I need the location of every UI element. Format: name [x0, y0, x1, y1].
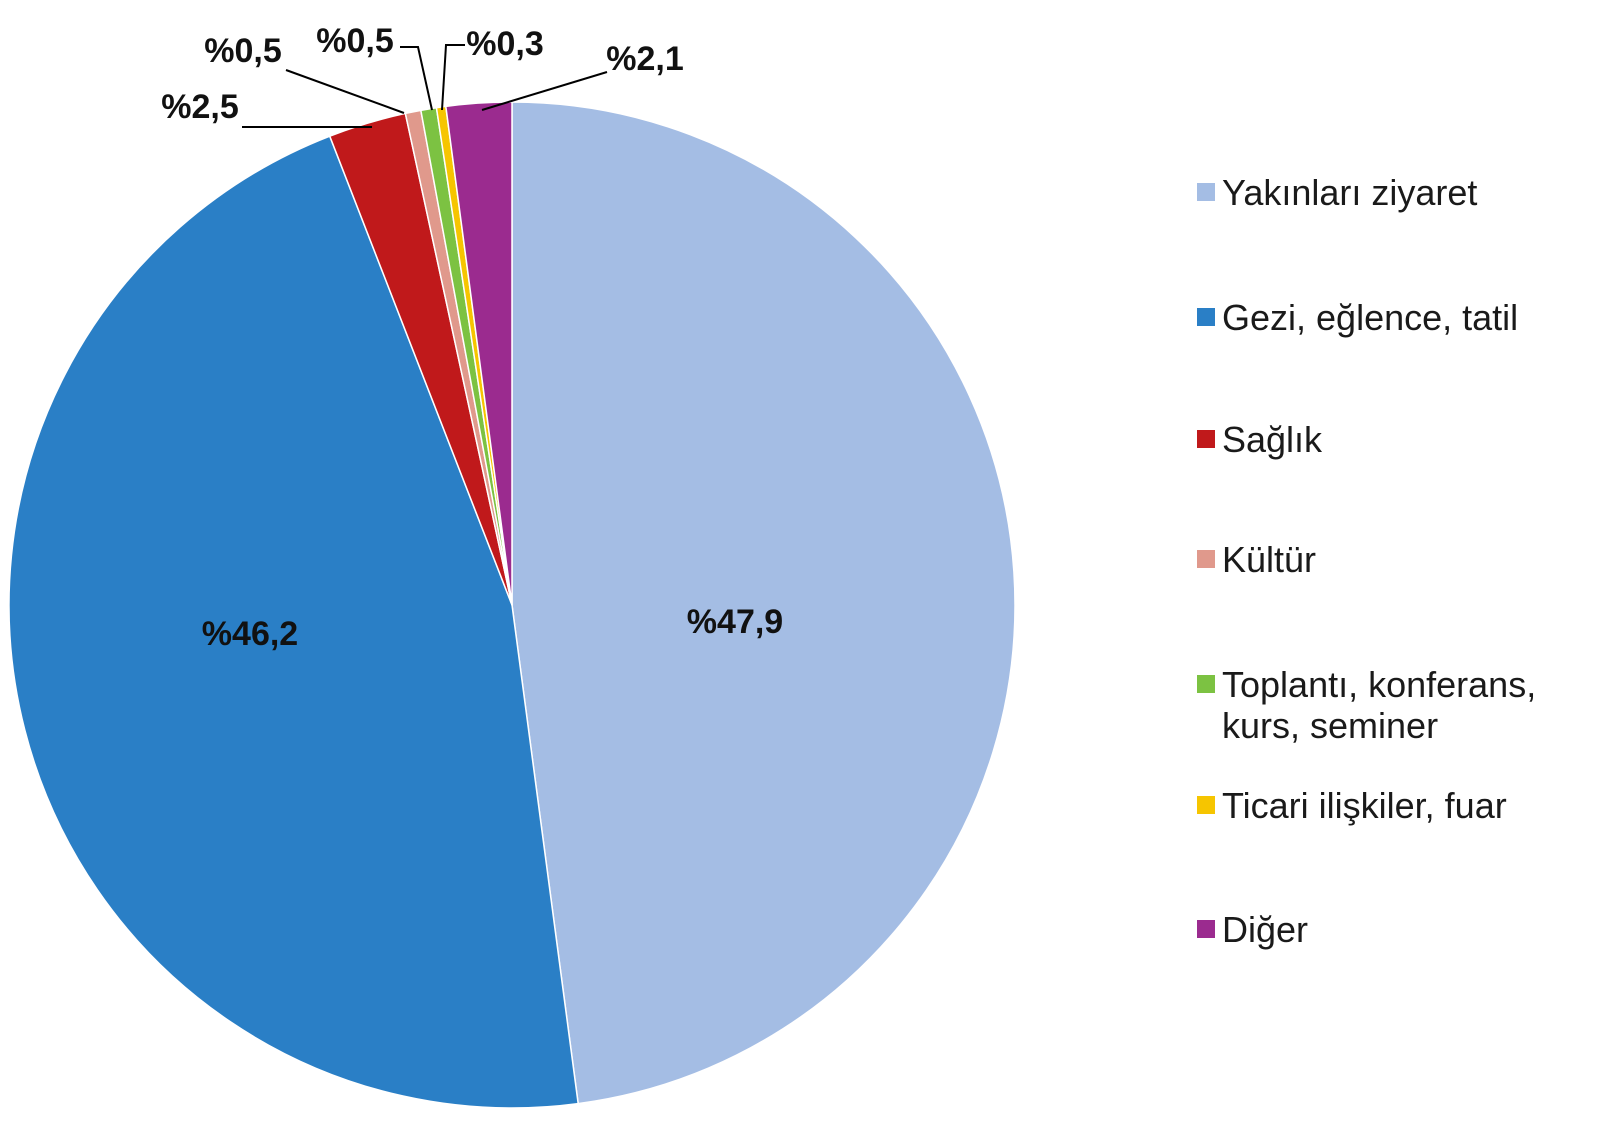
- legend-label-line: Yakınları ziyaret: [1222, 172, 1477, 213]
- legend-label-line: Toplantı, konferans,: [1222, 664, 1536, 705]
- legend-label-line: Diğer: [1222, 909, 1308, 950]
- legend-swatch-saglik: [1197, 430, 1215, 448]
- leader-line-ticari-iliskiler-fuar: [441, 44, 465, 111]
- data-label-saglik: %2,5: [161, 88, 239, 126]
- pie-slices: [8, 101, 1016, 1109]
- legend-label-kultur: Kültür: [1222, 539, 1316, 580]
- legend-swatch-gezi-eglence-tatil: [1197, 308, 1215, 326]
- legend-swatch-kultur: [1197, 550, 1215, 568]
- pie-slice-yakinlari-ziyaret: [511, 101, 1016, 1105]
- legend-label-diger: Diğer: [1222, 909, 1308, 950]
- data-label-gezi-eglence-tatil: %46,2: [202, 615, 298, 653]
- legend-swatch-toplanti-konferans-kurs-seminer: [1197, 675, 1215, 693]
- data-label-kultur: %0,5: [204, 32, 282, 70]
- legend-label-line: Sağlık: [1222, 419, 1323, 460]
- leader-line-kultur: [285, 69, 405, 114]
- leader-lines: [242, 44, 608, 128]
- data-label-toplanti-konferans-kurs-seminer: %0,5: [316, 22, 394, 60]
- legend-label-line: Kültür: [1222, 539, 1316, 580]
- legend-label-line: kurs, seminer: [1222, 705, 1438, 746]
- legend-label-saglik: Sağlık: [1222, 419, 1323, 460]
- legend-swatch-yakinlari-ziyaret: [1197, 183, 1215, 201]
- pie-slice-gezi-eglence-tatil: [8, 135, 580, 1109]
- legend: Yakınları ziyaret Gezi, eğlence, tatil Sağ…: [1197, 172, 1536, 950]
- legend-swatch-diger: [1197, 920, 1215, 938]
- data-label-yakinlari-ziyaret: %47,9: [687, 603, 783, 641]
- pie-slice-diger: [444, 101, 513, 606]
- slice-labels: %47,9 %46,2 %2,5 %0,5 %0,5 %0,3 %2,1: [161, 22, 783, 653]
- leader-line-toplanti-konferans-kurs-seminer: [400, 46, 433, 111]
- legend-label-line: Ticari ilişkiler, fuar: [1222, 785, 1507, 826]
- legend-label-toplanti-konferans-kurs-seminer: Toplantı, konferans, kurs, seminer: [1222, 664, 1536, 746]
- legend-swatch-ticari-iliskiler-fuar: [1197, 796, 1215, 814]
- legend-label-line: Gezi, eğlence, tatil: [1222, 297, 1518, 338]
- legend-label-yakinlari-ziyaret: Yakınları ziyaret: [1222, 172, 1477, 213]
- legend-label-gezi-eglence-tatil: Gezi, eğlence, tatil: [1222, 297, 1518, 338]
- data-label-diger: %2,1: [606, 40, 684, 78]
- legend-label-ticari-iliskiler-fuar: Ticari ilişkiler, fuar: [1222, 785, 1507, 826]
- leader-line-diger: [481, 71, 608, 111]
- data-label-ticari-iliskiler-fuar: %0,3: [466, 25, 544, 63]
